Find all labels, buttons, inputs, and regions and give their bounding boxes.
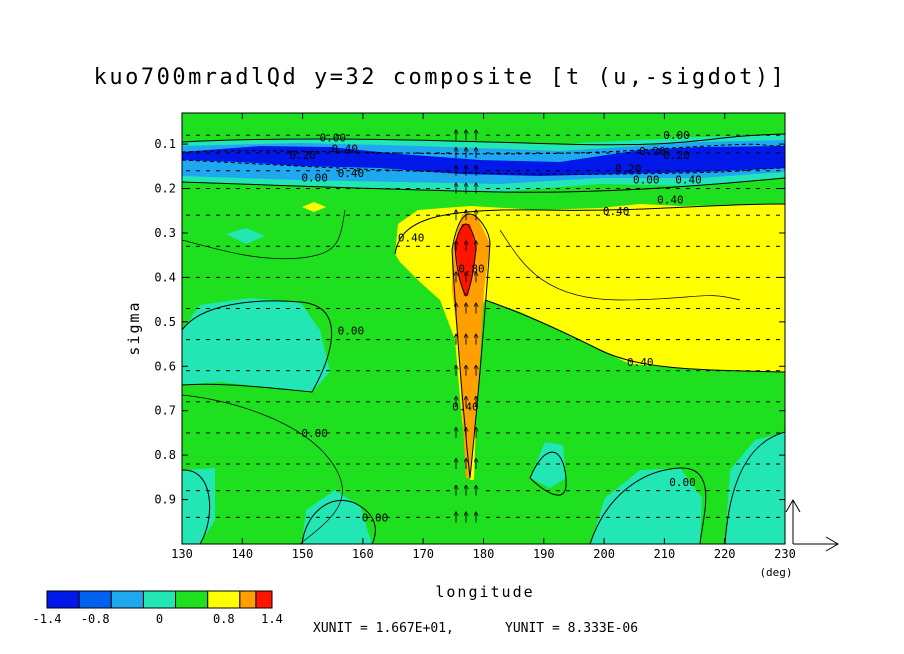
contour-label: 0.00 <box>320 131 347 144</box>
contour-label: 0.40 <box>603 205 630 218</box>
contour-label: 0.00 <box>633 174 660 187</box>
colorbar-tick-label: 0.8 <box>213 612 235 626</box>
colorbar-swatch <box>110 590 144 609</box>
y-tick-label: 0.5 <box>154 315 176 329</box>
contour-label: 0.00 <box>338 325 365 338</box>
contour-label: 0.00 <box>669 476 696 489</box>
colorbar: -1.4 -0.8 0 0.8 1.4 <box>33 590 283 626</box>
yunit-label: YUNIT = 8.333E-06 <box>505 621 638 636</box>
chart-title: kuo700mradlQd y=32 composite [t (u,-sigd… <box>94 65 787 90</box>
y-tick-label: 0.1 <box>154 137 176 151</box>
xunit-label: XUNIT = 1.667E+01, <box>313 621 454 636</box>
contour-label-layer: 0.000.400.200.400.000.000.200.200.200.00… <box>289 129 701 524</box>
y-tick-label: 0.7 <box>154 404 176 418</box>
colorbar-swatch <box>255 590 273 609</box>
y-axis-title: sigma <box>125 300 143 355</box>
vector-field <box>186 130 780 523</box>
contour-label: 0.40 <box>332 143 359 156</box>
colorbar-tick-label: -1.4 <box>33 612 62 626</box>
contour-label: 0.20 <box>615 163 642 176</box>
x-tick-label: 220 <box>714 547 736 561</box>
y-tick-label: 0.9 <box>154 493 176 507</box>
colorbar-tick-label: 0 <box>156 612 163 626</box>
x-axis-title: longitude <box>435 583 534 601</box>
contour-label: 0.20 <box>289 149 316 162</box>
y-tick-label: 0.8 <box>154 448 176 462</box>
x-tick-label: 130 <box>171 547 193 561</box>
contour-label: 0.00 <box>301 171 328 184</box>
contour-label: 0.20 <box>663 149 690 162</box>
contour-label: 0.00 <box>362 511 389 524</box>
plot-area <box>182 113 785 544</box>
contour-label: 0.40 <box>398 231 425 244</box>
y-tick-label: 0.3 <box>154 226 176 240</box>
colorbar-tick-label: 1.4 <box>261 612 283 626</box>
colorbar-swatch <box>46 590 80 609</box>
colorbar-swatch <box>207 590 241 609</box>
contour-label: 0.20 <box>639 145 666 158</box>
contour-lines <box>182 133 785 544</box>
colorbar-tick-label: -0.8 <box>81 612 110 626</box>
x-axis-unit: (deg) <box>759 566 792 579</box>
x-tick-label: 200 <box>593 547 615 561</box>
x-axis-ticks: 130 140 150 160 170 180 190 200 210 220 230 <box>171 113 796 561</box>
x-tick-label: 140 <box>231 547 253 561</box>
upper-jet-band <box>182 134 785 192</box>
contour-label: 0.40 <box>675 174 702 187</box>
contour-label: 0.00 <box>663 129 690 142</box>
colorbar-swatch <box>142 590 177 609</box>
x-tick-label: 150 <box>292 547 314 561</box>
colorbar-swatch <box>78 590 112 609</box>
x-tick-label: 230 <box>774 547 796 561</box>
contour-label: 0.00 <box>301 427 328 440</box>
y-tick-label: 0.2 <box>154 182 176 196</box>
vector-reference-arrows <box>785 499 839 552</box>
y-tick-label: 0.6 <box>154 359 176 373</box>
y-axis-ticks: 0.1 0.2 0.3 0.4 0.5 0.6 0.7 0.8 0.9 <box>154 137 785 507</box>
contour-label: 0.40 <box>338 167 365 180</box>
x-tick-label: 210 <box>654 547 676 561</box>
x-tick-label: 170 <box>412 547 434 561</box>
colorbar-swatch <box>239 590 257 609</box>
colorbar-swatch <box>175 590 209 609</box>
y-tick-label: 0.4 <box>154 270 176 284</box>
contour-label: 0.40 <box>452 400 479 413</box>
x-tick-label: 160 <box>352 547 374 561</box>
warm-plume <box>302 202 785 480</box>
contour-label: 0.40 <box>657 194 684 207</box>
contour-label: 0.80 <box>458 263 485 276</box>
x-tick-label: 190 <box>533 547 555 561</box>
x-tick-label: 180 <box>473 547 495 561</box>
contour-label: 0.40 <box>627 356 654 369</box>
